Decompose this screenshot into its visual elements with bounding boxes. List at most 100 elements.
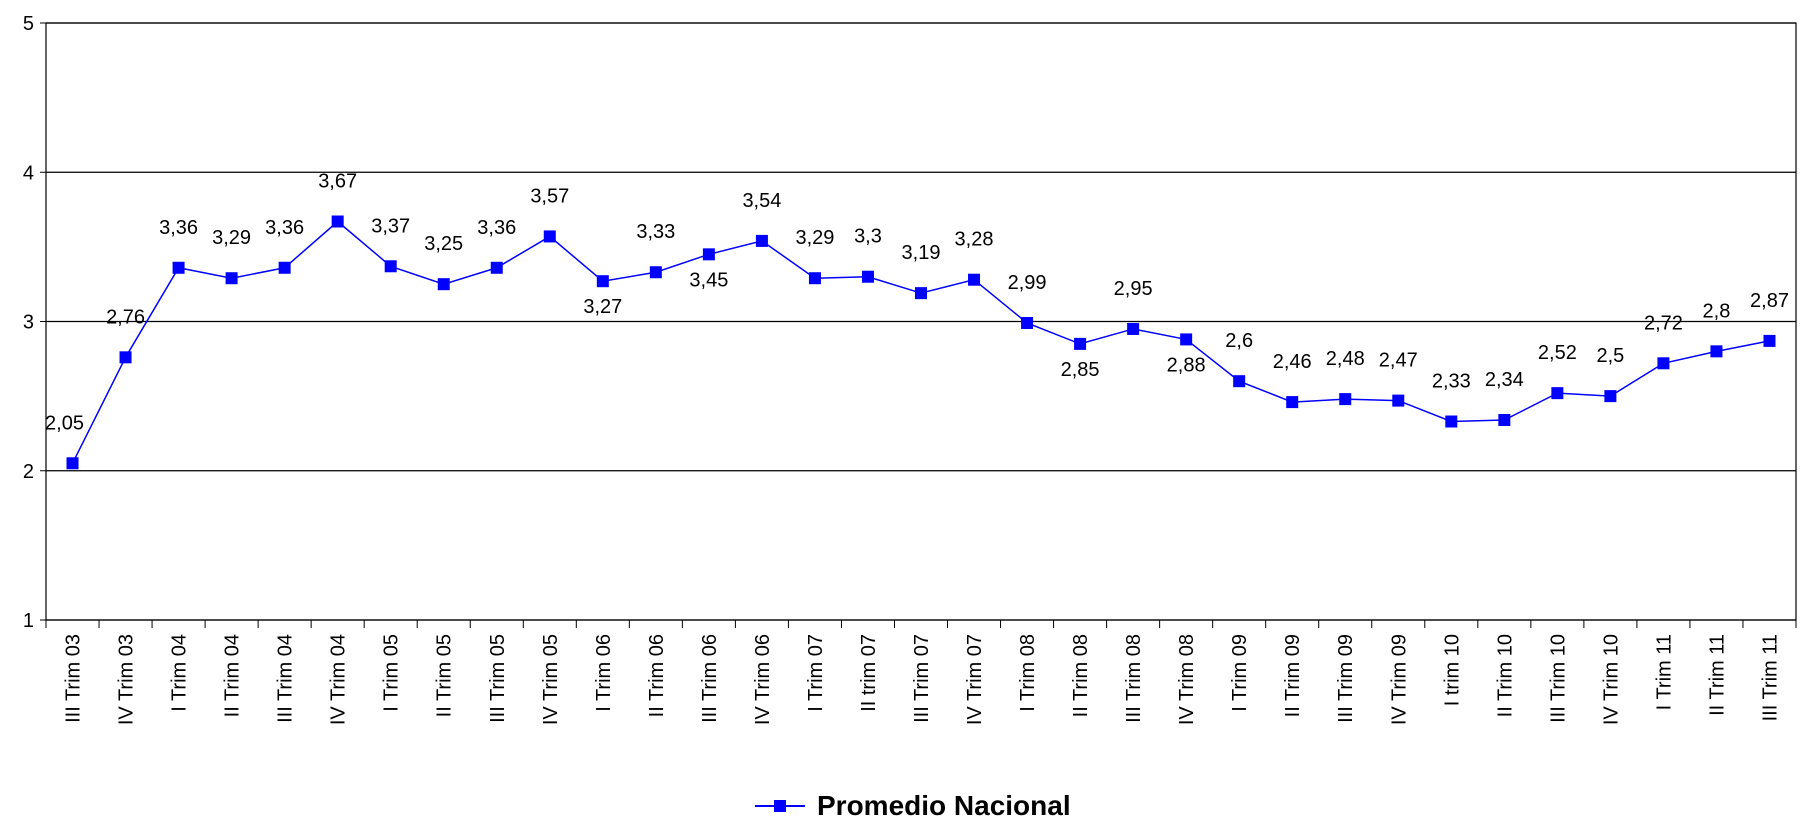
data-label: 3,36: [159, 217, 198, 239]
data-label: 2,52: [1538, 342, 1577, 364]
data-label: 3,3: [854, 226, 882, 248]
y-tick-label: 4: [23, 162, 34, 184]
marker: [437, 278, 450, 291]
y-tick-label: 1: [23, 610, 34, 632]
legend-label: Promedio Nacional: [817, 790, 1071, 821]
legend-marker: [774, 800, 786, 812]
x-tick-label: II Trim 06: [646, 634, 668, 717]
marker: [968, 273, 981, 286]
x-tick-label: II Trim 10: [1494, 634, 1516, 717]
x-tick-label: IV Trim 03: [116, 634, 138, 725]
data-label: 2,6: [1225, 330, 1253, 352]
data-label: 3,27: [583, 296, 622, 318]
marker: [1233, 375, 1246, 388]
x-tick-label: III Trim 03: [63, 634, 85, 723]
x-tick-label: IV Trim 09: [1388, 634, 1410, 725]
x-tick-label: I Trim 04: [169, 634, 191, 712]
marker: [1074, 337, 1087, 350]
x-tick-label: III Trim 08: [1123, 634, 1145, 723]
data-label: 3,36: [477, 217, 516, 239]
marker: [1339, 393, 1352, 406]
marker: [915, 287, 927, 300]
x-tick-label: I trim 10: [1441, 634, 1463, 706]
data-label: 3,67: [318, 171, 357, 193]
marker: [172, 261, 185, 274]
marker: [808, 272, 821, 285]
data-label: 2,46: [1273, 351, 1312, 373]
x-tick-label: II trim 07: [858, 634, 880, 712]
x-tick-label: IV Trim 08: [1176, 634, 1198, 725]
data-label: 2,05: [45, 412, 84, 434]
x-tick-label: III Trim 07: [911, 634, 933, 723]
x-tick-label: I Trim 08: [1017, 634, 1039, 712]
x-tick-label: I Trim 09: [1229, 634, 1251, 712]
marker: [225, 272, 238, 285]
data-label: 2,99: [1008, 272, 1047, 294]
marker: [1551, 387, 1564, 400]
marker: [755, 234, 768, 247]
data-label: 3,28: [955, 229, 994, 251]
data-label: 3,29: [212, 227, 251, 249]
data-label: 2,33: [1432, 370, 1471, 392]
x-tick-label: II Trim 05: [434, 634, 456, 717]
data-label: 2,88: [1167, 354, 1206, 376]
marker: [649, 266, 662, 279]
marker: [1604, 390, 1617, 403]
marker: [384, 260, 397, 273]
x-tick-label: III Trim 10: [1547, 634, 1569, 723]
x-tick-label: III Trim 06: [699, 634, 721, 723]
data-label: 2,48: [1326, 348, 1365, 370]
x-tick-label: III Trim 11: [1759, 634, 1781, 721]
y-tick-label: 2: [23, 461, 34, 483]
data-label: 3,45: [689, 269, 728, 291]
data-label: 3,36: [265, 217, 304, 239]
x-tick-label: I Trim 07: [805, 634, 827, 712]
marker: [1127, 322, 1140, 335]
x-tick-label: IV Trim 05: [540, 634, 562, 725]
marker: [1763, 334, 1776, 347]
data-label: 2,72: [1644, 312, 1683, 334]
data-label: 2,76: [106, 306, 145, 328]
data-label: 2,95: [1114, 278, 1153, 300]
marker: [543, 230, 556, 243]
x-tick-label: I Trim 05: [381, 634, 403, 712]
data-label: 3,54: [742, 190, 781, 212]
x-tick-label: IV Trim 07: [964, 634, 986, 725]
data-label: 2,87: [1750, 290, 1789, 312]
marker: [66, 457, 79, 470]
x-tick-label: III Trim 09: [1335, 634, 1357, 723]
data-label: 2,8: [1703, 300, 1731, 322]
marker: [278, 261, 291, 274]
x-tick-label: III Trim 04: [275, 634, 297, 723]
x-tick-label: IV Trim 06: [752, 634, 774, 725]
marker: [1710, 345, 1723, 358]
data-label: 2,47: [1379, 350, 1418, 372]
marker: [1180, 333, 1193, 346]
x-tick-label: II Trim 04: [222, 634, 244, 717]
x-tick-label: II Trim 08: [1070, 634, 1092, 717]
data-label: 3,25: [424, 233, 463, 255]
data-label: 3,33: [636, 221, 675, 243]
marker: [596, 275, 609, 288]
data-label: 3,37: [371, 215, 410, 237]
marker: [1657, 357, 1670, 370]
marker: [1498, 414, 1511, 427]
data-label: 3,19: [902, 242, 941, 264]
marker: [331, 215, 344, 228]
marker: [1392, 394, 1405, 407]
x-tick-label: II Trim 09: [1282, 634, 1304, 717]
x-tick-label: II Trim 11: [1706, 634, 1728, 716]
x-tick-label: III Trim 05: [487, 634, 509, 723]
data-label: 2,34: [1485, 369, 1524, 391]
x-tick-label: IV Trim 04: [328, 634, 350, 725]
y-tick-label: 5: [23, 13, 34, 35]
marker: [1445, 415, 1458, 428]
x-tick-label: IV Trim 10: [1600, 634, 1622, 725]
marker: [702, 248, 715, 261]
data-label: 2,5: [1596, 345, 1624, 367]
marker: [1021, 316, 1034, 329]
marker: [119, 351, 132, 364]
x-tick-label: I Trim 06: [593, 634, 615, 712]
data-label: 2,85: [1061, 359, 1100, 381]
